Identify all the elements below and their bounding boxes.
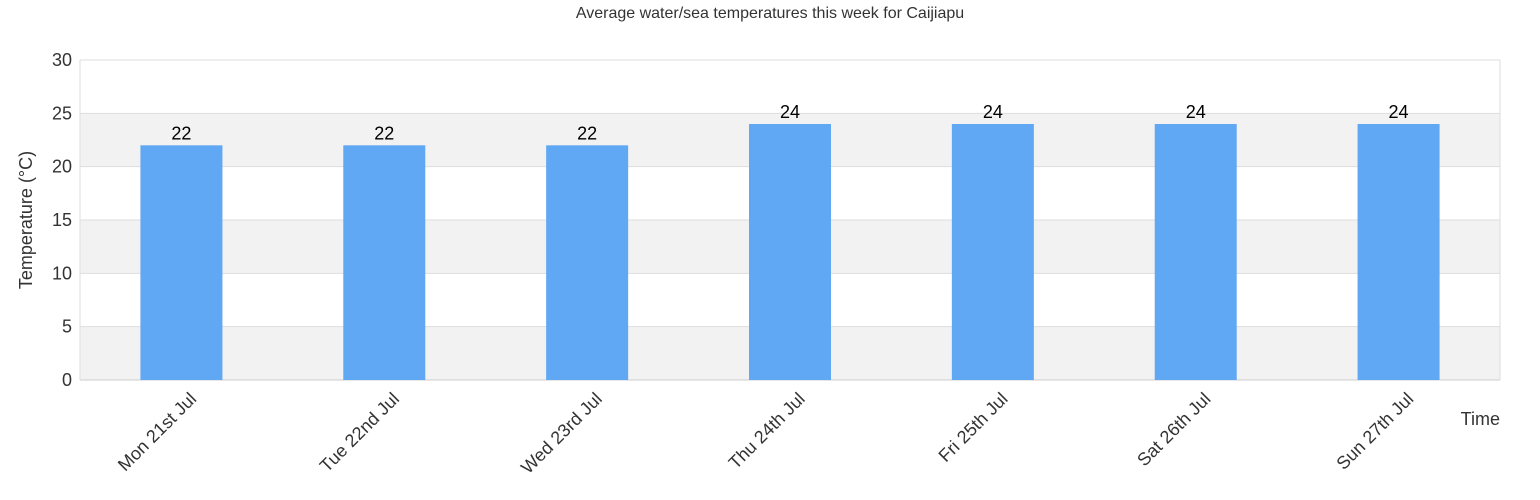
y-tick-label: 25 — [52, 103, 72, 123]
data-label: 24 — [1389, 102, 1409, 122]
bar — [749, 124, 831, 380]
bar — [140, 145, 223, 380]
x-axis-ticks: Mon 21st Jul Tue 22nd Jul Wed 23rd Jul Thu … — [114, 389, 1417, 478]
y-axis-label: Temperature (°C) — [16, 151, 36, 289]
bars — [140, 124, 1440, 380]
y-tick-label: 0 — [62, 370, 72, 390]
data-label: 22 — [374, 123, 394, 143]
x-tick-label: Fri 25th Jul — [935, 389, 1012, 466]
bar — [546, 145, 629, 380]
x-tick-label: Sat 26th Jul — [1133, 389, 1214, 470]
data-label: 24 — [780, 102, 800, 122]
data-label: 24 — [1186, 102, 1206, 122]
y-axis-ticks: 0 5 10 15 20 25 30 — [52, 50, 72, 390]
x-tick-label: Sun 27th Jul — [1332, 389, 1417, 474]
y-tick-label: 5 — [62, 317, 72, 337]
x-tick-label: Tue 22nd Jul — [316, 389, 403, 476]
data-labels: 22 22 22 24 24 24 24 — [171, 102, 1408, 143]
x-tick-label: Wed 23rd Jul — [517, 389, 606, 478]
x-tick-label: Mon 21st Jul — [114, 389, 200, 475]
bar — [343, 145, 426, 380]
y-tick-label: 15 — [52, 210, 72, 230]
bar — [1154, 124, 1237, 380]
bar — [1357, 124, 1440, 380]
y-tick-label: 20 — [52, 157, 72, 177]
bar — [951, 124, 1034, 380]
x-axis-label: Time — [1461, 409, 1500, 429]
y-tick-label: 10 — [52, 263, 72, 283]
data-label: 22 — [577, 123, 597, 143]
y-tick-label: 30 — [52, 50, 72, 70]
data-label: 24 — [983, 102, 1003, 122]
x-tick-label: Thu 24th Jul — [725, 389, 809, 473]
chart-title: Average water/sea temperatures this week… — [576, 5, 964, 22]
data-label: 22 — [171, 123, 191, 143]
